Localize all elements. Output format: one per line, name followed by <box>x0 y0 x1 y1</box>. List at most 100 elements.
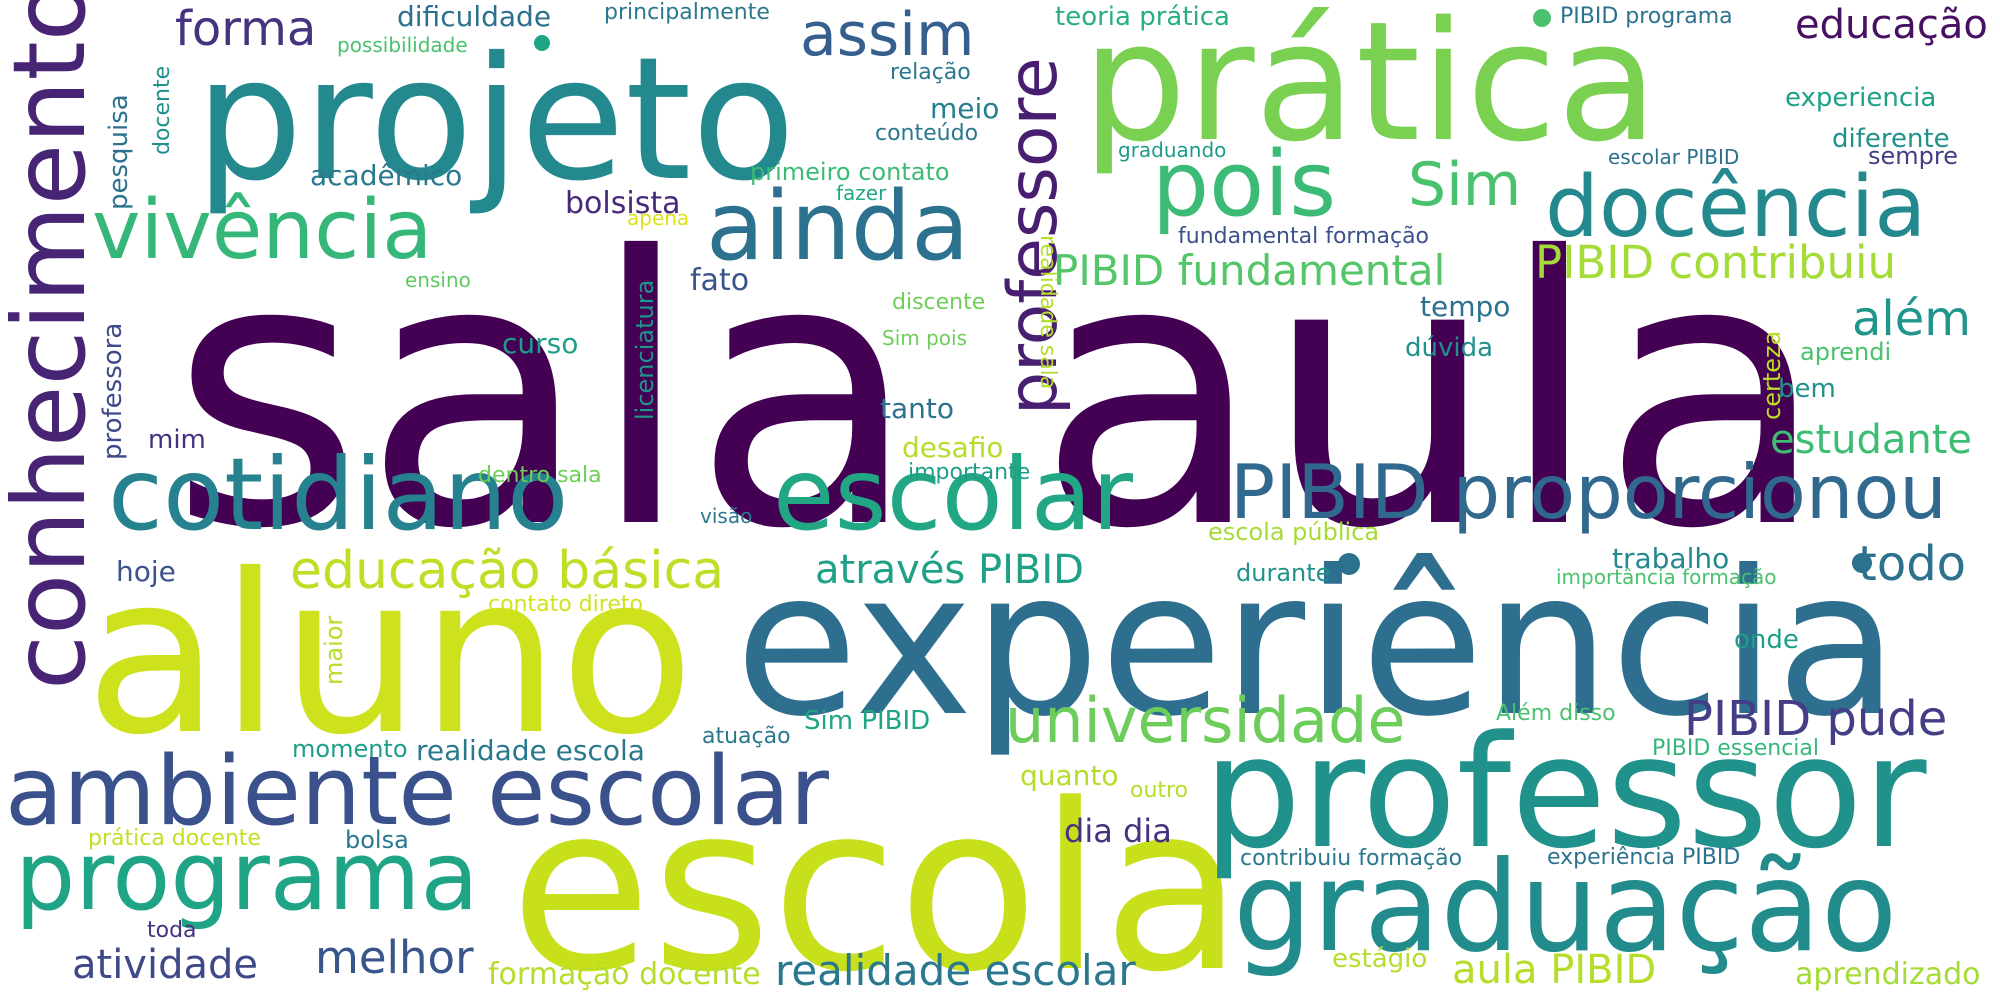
word-88: atuação <box>702 724 791 749</box>
word-79: importância formação <box>1556 565 1777 589</box>
word-22: Sim <box>1408 150 1522 220</box>
word-48: sempre <box>1868 142 1958 170</box>
dot-2 <box>1533 9 1551 27</box>
word-60: discente <box>892 290 986 315</box>
word-34: aula PIBID <box>1452 947 1657 993</box>
word-45: PIBID programa <box>1560 4 1733 29</box>
word-94: dia dia <box>1064 812 1172 850</box>
word-9: cotidiano <box>108 436 569 553</box>
word-65: dúvida <box>1405 333 1494 363</box>
word-47: diferente <box>1832 124 1950 154</box>
word-25: forma <box>175 1 317 57</box>
word-36: dificuldade <box>397 0 552 33</box>
word-89: PIBID essencial <box>1652 736 1820 761</box>
word-85: Além disso <box>1496 701 1616 726</box>
word-90: quanto <box>1020 759 1119 792</box>
word-67: aprendi <box>1800 338 1892 366</box>
word-12: programa <box>15 822 479 932</box>
word-93: bolsa <box>345 826 409 854</box>
word-57: fundamental formação <box>1178 224 1430 249</box>
word-15: ainda <box>706 172 970 282</box>
word-42: meio <box>930 92 1000 125</box>
word-23: PIBID fundamental <box>1053 246 1446 295</box>
word-14: vivência <box>92 183 433 278</box>
word-100: aprendizado <box>1795 957 1981 992</box>
word-50: realidade sala <box>1035 235 1060 390</box>
word-52: acadêmico <box>310 159 463 192</box>
word-70: mim <box>148 425 206 455</box>
word-1: experiência <box>735 528 1899 761</box>
word-86: momento <box>292 735 408 763</box>
word-81: contato direto <box>488 592 643 617</box>
word-96: experiência PIBID <box>1547 845 1741 870</box>
dot-4 <box>1852 553 1872 573</box>
word-28: todo <box>1858 536 1967 592</box>
word-69: professora <box>98 322 128 460</box>
word-61: licenciatura <box>631 279 659 420</box>
word-68: bem <box>1778 374 1836 404</box>
word-24: PIBID contribuiu <box>1535 236 1897 289</box>
word-77: hoje <box>116 555 176 588</box>
word-53: primeiro contato <box>750 158 950 186</box>
word-40: pesquisa <box>104 94 134 210</box>
word-84: Sim PIBID <box>804 706 931 736</box>
word-2: escola <box>510 756 1244 1000</box>
word-62: tempo <box>1420 290 1511 323</box>
word-31: melhor <box>315 931 474 984</box>
word-5: prática <box>1082 0 1659 178</box>
word-41: relação <box>890 60 971 85</box>
word-29: PIBID pude <box>1684 691 1948 747</box>
word-72: desafio <box>902 431 1004 464</box>
word-98: formação docente <box>488 957 761 992</box>
word-16: pois <box>1152 132 1337 237</box>
word-97: toda <box>147 918 197 943</box>
dot-3 <box>1338 553 1360 575</box>
word-46: experiencia <box>1785 83 1937 113</box>
word-91: outro <box>1130 778 1189 803</box>
word-78: trabalho <box>1612 542 1730 575</box>
word-92: prática docente <box>88 826 261 851</box>
word-99: estágio <box>1332 944 1428 974</box>
word-73: importante <box>908 460 1031 485</box>
word-71: tanto <box>880 392 954 425</box>
word-35: educação <box>1795 2 1988 48</box>
word-74: dentro sala <box>478 463 602 488</box>
word-20: educação básica <box>290 541 725 601</box>
dot-1 <box>534 35 550 51</box>
word-4: projeto <box>195 21 796 219</box>
word-44: teoria prática <box>1055 2 1230 32</box>
word-87: realidade escola <box>416 734 645 767</box>
word-27: estudante <box>1770 417 1973 463</box>
word-51: graduando <box>1118 138 1227 162</box>
word-37: principalmente <box>604 0 770 25</box>
word-76: escola pública <box>1208 518 1380 546</box>
word-21: assim <box>800 0 975 70</box>
word-0: sala aula <box>170 180 1828 610</box>
word-82: maior <box>320 615 348 685</box>
word-39: docente <box>150 65 175 155</box>
word-18: PIBID proporcionou <box>1230 448 1947 536</box>
word-13: docência <box>1545 158 1927 257</box>
word-7: graduação <box>1233 835 1898 980</box>
word-38: possibilidade <box>337 33 468 57</box>
word-83: onde <box>1734 625 1799 655</box>
word-63: curso <box>502 327 579 360</box>
word-49: escolar PIBID <box>1608 145 1740 169</box>
word-6: professor <box>1203 702 1927 883</box>
word-64: Sim pois <box>882 326 967 350</box>
word-11: ambiente escolar <box>5 737 829 847</box>
word-54: fazer <box>836 181 887 205</box>
word-30: através PIBID <box>815 547 1084 593</box>
word-19: universidade <box>1005 684 1406 757</box>
word-55: bolsista <box>565 186 681 221</box>
word-80: durante <box>1236 559 1331 587</box>
word-26: além <box>1852 291 1972 347</box>
word-3: aluno <box>85 527 695 783</box>
word-33: realidade escolar <box>775 946 1136 995</box>
word-56: apena <box>627 206 690 230</box>
word-8: conhecimento <box>0 0 108 690</box>
word-75: visão <box>700 504 753 528</box>
word-59: fato <box>690 263 750 298</box>
word-43: conteúdo <box>875 121 979 146</box>
